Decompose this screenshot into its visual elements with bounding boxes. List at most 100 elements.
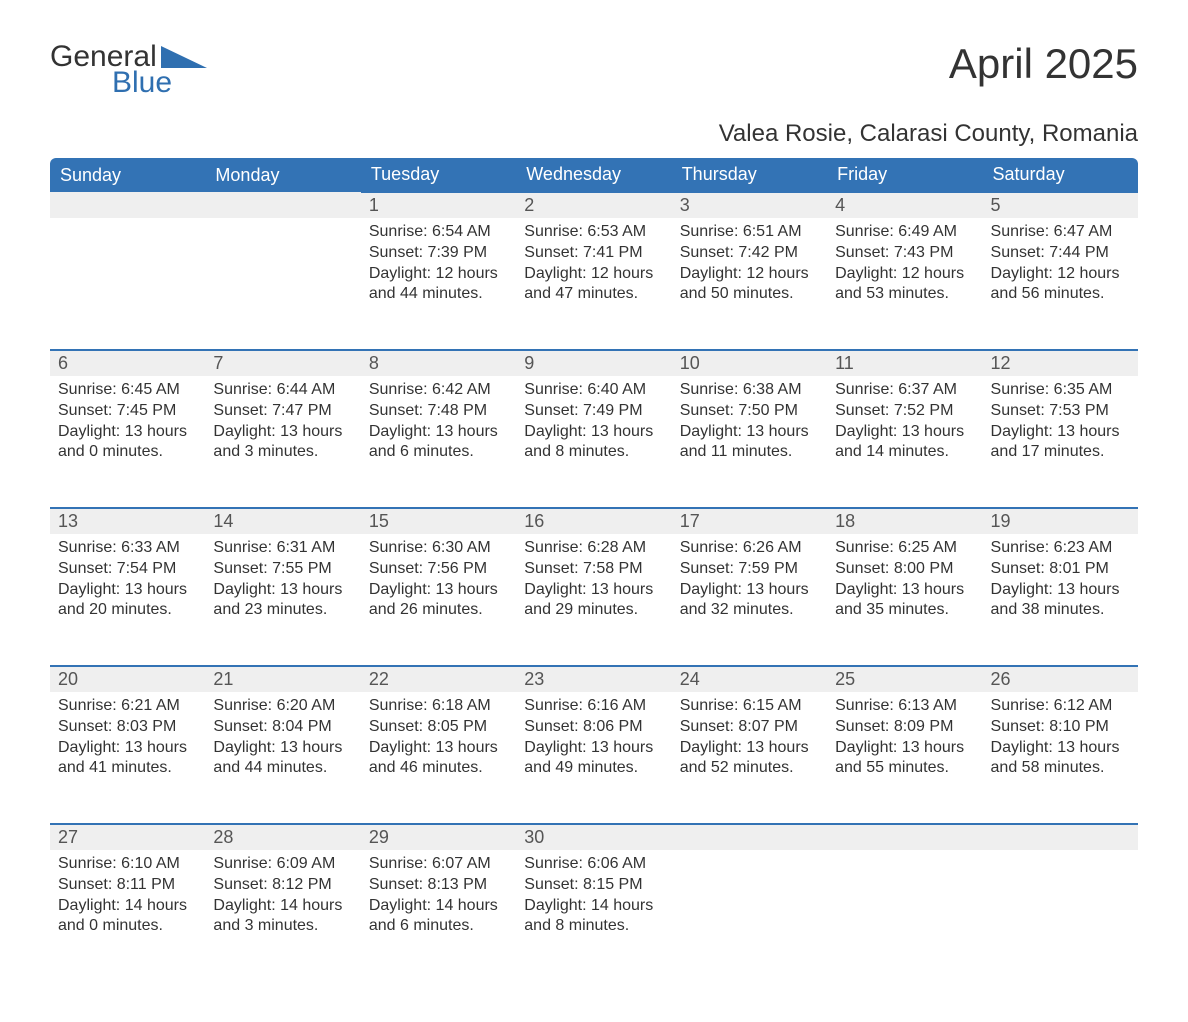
day-number	[672, 824, 827, 850]
day-details: Sunrise: 6:30 AMSunset: 7:56 PMDaylight:…	[361, 534, 516, 635]
logo-text-blue: Blue	[112, 66, 207, 100]
page-title: April 2025	[949, 40, 1138, 88]
day-cell: Sunrise: 6:10 AMSunset: 8:11 PMDaylight:…	[50, 850, 205, 982]
day-number: 14	[205, 508, 360, 534]
day-details: Sunrise: 6:35 AMSunset: 7:53 PMDaylight:…	[983, 376, 1138, 477]
day-number: 11	[827, 350, 982, 376]
day-details: Sunrise: 6:53 AMSunset: 7:41 PMDaylight:…	[516, 218, 671, 319]
day-number: 13	[50, 508, 205, 534]
day-details: Sunrise: 6:49 AMSunset: 7:43 PMDaylight:…	[827, 218, 982, 319]
day-details: Sunrise: 6:21 AMSunset: 8:03 PMDaylight:…	[50, 692, 205, 793]
day-details: Sunrise: 6:16 AMSunset: 8:06 PMDaylight:…	[516, 692, 671, 793]
day-details: Sunrise: 6:40 AMSunset: 7:49 PMDaylight:…	[516, 376, 671, 477]
weekday-header: Sunday	[50, 158, 205, 192]
day-cell: Sunrise: 6:47 AMSunset: 7:44 PMDaylight:…	[983, 218, 1138, 350]
day-number: 19	[983, 508, 1138, 534]
calendar-table: SundayMondayTuesdayWednesdayThursdayFrid…	[50, 158, 1138, 982]
day-number-row: 27282930	[50, 824, 1138, 850]
day-number: 1	[361, 192, 516, 218]
day-number: 6	[50, 350, 205, 376]
logo: General Blue	[50, 40, 207, 100]
day-cell	[983, 850, 1138, 982]
day-details: Sunrise: 6:51 AMSunset: 7:42 PMDaylight:…	[672, 218, 827, 319]
day-number: 22	[361, 666, 516, 692]
day-number	[205, 192, 360, 218]
day-details: Sunrise: 6:25 AMSunset: 8:00 PMDaylight:…	[827, 534, 982, 635]
day-cell: Sunrise: 6:15 AMSunset: 8:07 PMDaylight:…	[672, 692, 827, 824]
day-details: Sunrise: 6:31 AMSunset: 7:55 PMDaylight:…	[205, 534, 360, 635]
day-cell: Sunrise: 6:23 AMSunset: 8:01 PMDaylight:…	[983, 534, 1138, 666]
day-cell: Sunrise: 6:16 AMSunset: 8:06 PMDaylight:…	[516, 692, 671, 824]
day-cell: Sunrise: 6:06 AMSunset: 8:15 PMDaylight:…	[516, 850, 671, 982]
day-cell	[827, 850, 982, 982]
header: General Blue April 2025	[50, 40, 1138, 100]
day-cell	[205, 218, 360, 350]
day-number-row: 20212223242526	[50, 666, 1138, 692]
day-number: 4	[827, 192, 982, 218]
day-cell: Sunrise: 6:18 AMSunset: 8:05 PMDaylight:…	[361, 692, 516, 824]
day-data-row: Sunrise: 6:10 AMSunset: 8:11 PMDaylight:…	[50, 850, 1138, 982]
weekday-header-row: SundayMondayTuesdayWednesdayThursdayFrid…	[50, 158, 1138, 192]
day-number: 26	[983, 666, 1138, 692]
day-cell: Sunrise: 6:25 AMSunset: 8:00 PMDaylight:…	[827, 534, 982, 666]
day-cell: Sunrise: 6:07 AMSunset: 8:13 PMDaylight:…	[361, 850, 516, 982]
day-details: Sunrise: 6:20 AMSunset: 8:04 PMDaylight:…	[205, 692, 360, 793]
day-cell: Sunrise: 6:38 AMSunset: 7:50 PMDaylight:…	[672, 376, 827, 508]
day-number	[983, 824, 1138, 850]
day-number: 17	[672, 508, 827, 534]
day-cell: Sunrise: 6:40 AMSunset: 7:49 PMDaylight:…	[516, 376, 671, 508]
day-number: 27	[50, 824, 205, 850]
day-number-row: 12345	[50, 192, 1138, 218]
day-number-row: 13141516171819	[50, 508, 1138, 534]
weekday-header: Thursday	[672, 158, 827, 192]
day-number: 3	[672, 192, 827, 218]
weekday-header: Monday	[205, 158, 360, 192]
day-cell: Sunrise: 6:42 AMSunset: 7:48 PMDaylight:…	[361, 376, 516, 508]
day-number: 15	[361, 508, 516, 534]
day-details: Sunrise: 6:26 AMSunset: 7:59 PMDaylight:…	[672, 534, 827, 635]
day-cell: Sunrise: 6:33 AMSunset: 7:54 PMDaylight:…	[50, 534, 205, 666]
day-number: 18	[827, 508, 982, 534]
day-cell: Sunrise: 6:26 AMSunset: 7:59 PMDaylight:…	[672, 534, 827, 666]
day-number	[827, 824, 982, 850]
day-number: 20	[50, 666, 205, 692]
day-details: Sunrise: 6:37 AMSunset: 7:52 PMDaylight:…	[827, 376, 982, 477]
weekday-header: Friday	[827, 158, 982, 192]
day-details: Sunrise: 6:18 AMSunset: 8:05 PMDaylight:…	[361, 692, 516, 793]
day-number: 5	[983, 192, 1138, 218]
day-cell: Sunrise: 6:13 AMSunset: 8:09 PMDaylight:…	[827, 692, 982, 824]
day-details: Sunrise: 6:28 AMSunset: 7:58 PMDaylight:…	[516, 534, 671, 635]
day-data-row: Sunrise: 6:54 AMSunset: 7:39 PMDaylight:…	[50, 218, 1138, 350]
day-details: Sunrise: 6:54 AMSunset: 7:39 PMDaylight:…	[361, 218, 516, 319]
day-details: Sunrise: 6:15 AMSunset: 8:07 PMDaylight:…	[672, 692, 827, 793]
day-number-row: 6789101112	[50, 350, 1138, 376]
day-number: 7	[205, 350, 360, 376]
calendar-body: 12345Sunrise: 6:54 AMSunset: 7:39 PMDayl…	[50, 192, 1138, 982]
day-details: Sunrise: 6:09 AMSunset: 8:12 PMDaylight:…	[205, 850, 360, 951]
weekday-header: Wednesday	[516, 158, 671, 192]
day-cell: Sunrise: 6:12 AMSunset: 8:10 PMDaylight:…	[983, 692, 1138, 824]
day-details: Sunrise: 6:38 AMSunset: 7:50 PMDaylight:…	[672, 376, 827, 477]
weekday-header: Tuesday	[361, 158, 516, 192]
day-number: 24	[672, 666, 827, 692]
day-number: 30	[516, 824, 671, 850]
day-number: 12	[983, 350, 1138, 376]
day-cell: Sunrise: 6:20 AMSunset: 8:04 PMDaylight:…	[205, 692, 360, 824]
day-details: Sunrise: 6:33 AMSunset: 7:54 PMDaylight:…	[50, 534, 205, 635]
day-details: Sunrise: 6:45 AMSunset: 7:45 PMDaylight:…	[50, 376, 205, 477]
day-cell: Sunrise: 6:09 AMSunset: 8:12 PMDaylight:…	[205, 850, 360, 982]
day-cell: Sunrise: 6:21 AMSunset: 8:03 PMDaylight:…	[50, 692, 205, 824]
day-number: 10	[672, 350, 827, 376]
day-cell: Sunrise: 6:44 AMSunset: 7:47 PMDaylight:…	[205, 376, 360, 508]
day-number: 9	[516, 350, 671, 376]
day-data-row: Sunrise: 6:45 AMSunset: 7:45 PMDaylight:…	[50, 376, 1138, 508]
day-number: 23	[516, 666, 671, 692]
day-number: 25	[827, 666, 982, 692]
day-cell: Sunrise: 6:37 AMSunset: 7:52 PMDaylight:…	[827, 376, 982, 508]
day-cell	[672, 850, 827, 982]
location-subtitle: Valea Rosie, Calarasi County, Romania	[50, 120, 1138, 148]
day-number: 28	[205, 824, 360, 850]
day-cell: Sunrise: 6:28 AMSunset: 7:58 PMDaylight:…	[516, 534, 671, 666]
day-details: Sunrise: 6:06 AMSunset: 8:15 PMDaylight:…	[516, 850, 671, 951]
day-details: Sunrise: 6:13 AMSunset: 8:09 PMDaylight:…	[827, 692, 982, 793]
